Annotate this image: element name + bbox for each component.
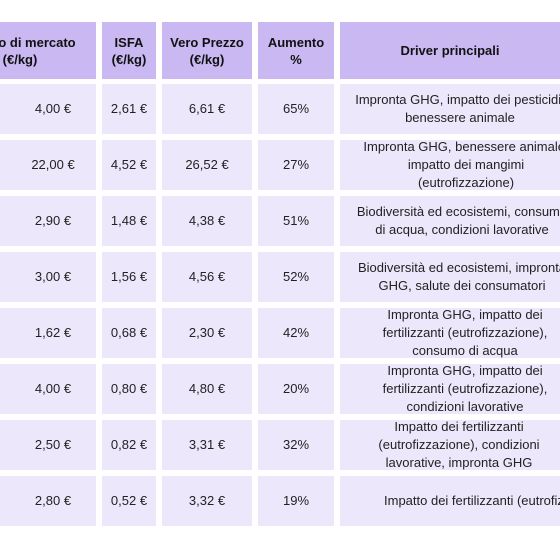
row-1-true-price: 6,61 €	[162, 84, 252, 134]
row-4-drivers: Biodiversità ed ecosistemi, impronta GHG…	[340, 252, 560, 302]
row-6-increase-text: 20%	[282, 381, 310, 396]
row-6-drivers-text: Impronta GHG, impatto dei fertilizzanti …	[382, 364, 548, 414]
row-5-drivers-text: Impronta GHG, impatto dei fertilizzanti …	[382, 308, 548, 358]
header-drivers: Driver principali	[340, 22, 560, 79]
row-1-increase-text: 65%	[282, 101, 310, 116]
row-2-market-price-text: 22,00 €	[31, 157, 75, 172]
row-4-true-price-text: 4,56 €	[188, 269, 226, 284]
header-increase-label: Aumento %	[267, 34, 325, 67]
row-5-increase-text: 42%	[282, 325, 310, 340]
header-isfa: ISFA (€/kg)	[102, 22, 156, 79]
header-drivers-label: Driver principali	[400, 43, 500, 58]
row-2-market-price: 22,00 €	[0, 140, 96, 190]
row-1-market-price-text: 4,00 €	[34, 101, 72, 116]
row-7-true-price: 3,31 €	[162, 420, 252, 470]
row-4-true-price: 4,56 €	[162, 252, 252, 302]
row-1-isfa-text: 2,61 €	[110, 101, 148, 116]
row-4-market-price-text: 3,00 €	[34, 269, 72, 284]
row-6-true-price-text: 4,80 €	[188, 381, 226, 396]
row-7-market-price: 2,50 €	[0, 420, 96, 470]
row-4-drivers-text: Biodiversità ed ecosistemi, impronta GHG…	[357, 260, 560, 293]
row-6-isfa-text: 0,80 €	[110, 381, 148, 396]
row-7-drivers: Impatto dei fertilizzanti (eutrofizzazio…	[340, 420, 560, 470]
row-3-increase: 51%	[258, 196, 334, 246]
row-8-market-price-text: 2,80 €	[34, 493, 72, 508]
row-2-increase: 27%	[258, 140, 334, 190]
row-1-market-price: 4,00 €	[0, 84, 96, 134]
row-5-isfa: 0,68 €	[102, 308, 156, 358]
row-2-isfa-text: 4,52 €	[110, 157, 148, 172]
row-5-market-price: 1,62 €	[0, 308, 96, 358]
header-isfa-label: ISFA (€/kg)	[111, 34, 147, 67]
row-6-increase: 20%	[258, 364, 334, 414]
row-3-isfa-text: 1,48 €	[110, 213, 148, 228]
header-increase: Aumento %	[258, 22, 334, 79]
row-7-drivers-text: Impatto dei fertilizzanti (eutrofizzazio…	[378, 420, 540, 470]
row-2-true-price-text: 26,52 €	[185, 157, 229, 172]
row-6-true-price: 4,80 €	[162, 364, 252, 414]
row-3-drivers-text: Biodiversità ed ecosistemi, consumo di a…	[356, 204, 560, 237]
row-8-isfa-text: 0,52 €	[110, 493, 148, 508]
row-1-increase: 65%	[258, 84, 334, 134]
row-3-market-price-text: 2,90 €	[34, 213, 72, 228]
row-4-increase: 52%	[258, 252, 334, 302]
row-4-market-price: 3,00 €	[0, 252, 96, 302]
row-3-drivers: Biodiversità ed ecosistemi, consumo di a…	[340, 196, 560, 246]
row-3-true-price-text: 4,38 €	[188, 213, 226, 228]
row-5-isfa-text: 0,68 €	[110, 325, 148, 340]
row-8-true-price: 3,32 €	[162, 476, 252, 526]
row-5-true-price-text: 2,30 €	[188, 325, 226, 340]
row-3-true-price: 4,38 €	[162, 196, 252, 246]
row-7-isfa-text: 0,82 €	[110, 437, 148, 452]
row-4-isfa-text: 1,56 €	[110, 269, 148, 284]
row-1-drivers: Impronta GHG, impatto dei pesticidi, ben…	[340, 84, 560, 134]
row-8-isfa: 0,52 €	[102, 476, 156, 526]
row-3-market-price: 2,90 €	[0, 196, 96, 246]
row-7-true-price-text: 3,31 €	[188, 437, 226, 452]
row-2-true-price: 26,52 €	[162, 140, 252, 190]
row-3-increase-text: 51%	[282, 213, 310, 228]
row-4-isfa: 1,56 €	[102, 252, 156, 302]
row-8-drivers: Impatto dei fertilizzanti (eutrofizzazio…	[340, 476, 560, 526]
row-7-isfa: 0,82 €	[102, 420, 156, 470]
row-3-isfa: 1,48 €	[102, 196, 156, 246]
header-true-price: Vero Prezzo (€/kg)	[162, 22, 252, 79]
row-2-increase-text: 27%	[282, 157, 310, 172]
row-1-isfa: 2,61 €	[102, 84, 156, 134]
row-2-drivers-text: Impronta GHG, benessere animale, impatto…	[363, 140, 560, 190]
header-market-price: Prezzo di mercato (€/kg)	[0, 22, 96, 79]
row-8-true-price-text: 3,32 €	[188, 493, 226, 508]
row-7-market-price-text: 2,50 €	[34, 437, 72, 452]
row-7-increase: 32%	[258, 420, 334, 470]
row-5-market-price-text: 1,62 €	[34, 325, 72, 340]
row-8-drivers-text: Impatto dei fertilizzanti (eutrofizzazio…	[384, 493, 560, 508]
row-6-isfa: 0,80 €	[102, 364, 156, 414]
row-5-true-price: 2,30 €	[162, 308, 252, 358]
header-true-price-label: Vero Prezzo (€/kg)	[170, 34, 244, 67]
row-1-drivers-text: Impronta GHG, impatto dei pesticidi, ben…	[355, 92, 560, 125]
row-4-increase-text: 52%	[282, 269, 310, 284]
row-7-increase-text: 32%	[282, 437, 310, 452]
row-2-isfa: 4,52 €	[102, 140, 156, 190]
row-5-drivers: Impronta GHG, impatto dei fertilizzanti …	[340, 308, 560, 358]
row-2-drivers: Impronta GHG, benessere animale, impatto…	[340, 140, 560, 190]
row-5-increase: 42%	[258, 308, 334, 358]
row-6-market-price: 4,00 €	[0, 364, 96, 414]
row-6-market-price-text: 4,00 €	[34, 381, 72, 396]
row-1-true-price-text: 6,61 €	[188, 101, 226, 116]
row-6-drivers: Impronta GHG, impatto dei fertilizzanti …	[340, 364, 560, 414]
header-market-price-label: Prezzo di mercato (€/kg)	[0, 34, 76, 67]
row-8-increase: 19%	[258, 476, 334, 526]
row-8-increase-text: 19%	[282, 493, 310, 508]
row-8-market-price: 2,80 €	[0, 476, 96, 526]
